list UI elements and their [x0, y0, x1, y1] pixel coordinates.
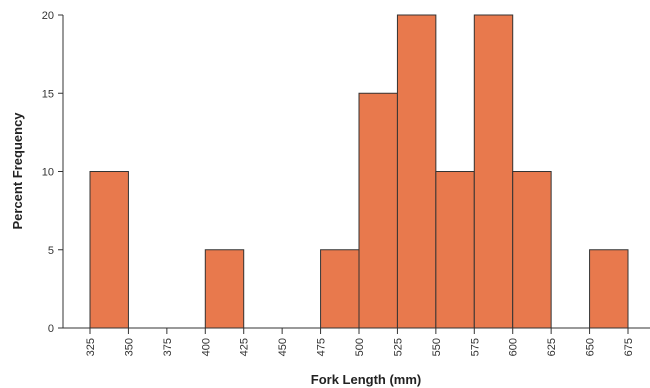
histogram-bar	[473, 14, 514, 329]
histogram-bar	[589, 249, 629, 329]
x-tick-label: 600	[508, 338, 520, 356]
x-tick-label: 475	[316, 338, 328, 356]
x-tick-label: 525	[392, 338, 404, 356]
x-tick-label: 625	[546, 338, 558, 356]
x-tick-label: 375	[162, 338, 174, 356]
x-axis: 325 350 375 400 425 450 475 500 525 550 575 600 625 6…	[63, 327, 650, 356]
histogram-bars	[89, 14, 629, 329]
x-tick-label: 550	[431, 338, 443, 356]
histogram-bar	[89, 171, 129, 329]
histogram-bar	[435, 171, 475, 329]
histogram-bar	[396, 14, 437, 329]
histogram-bar	[320, 249, 360, 329]
x-tick-label: 350	[123, 338, 135, 356]
histogram-bar	[358, 92, 398, 329]
histogram-bar	[512, 171, 552, 329]
x-tick-label: 450	[277, 338, 289, 356]
y-tick-label: 20	[42, 10, 54, 22]
y-axis: 0 5 10 15 20	[42, 10, 64, 335]
y-tick-label: 15	[42, 88, 54, 100]
x-tick-label: 425	[239, 338, 251, 356]
y-tick-label: 10	[42, 167, 54, 179]
x-tick-label: 675	[623, 338, 635, 356]
x-tick-label: 500	[354, 338, 366, 356]
y-axis-title: Percent Frequency	[10, 112, 25, 230]
y-tick-label: 0	[48, 323, 54, 335]
x-axis-title: Fork Length (mm)	[311, 372, 422, 387]
x-tick-label: 325	[85, 338, 97, 356]
histogram-bar	[204, 249, 245, 329]
y-tick-label: 5	[48, 245, 54, 257]
x-tick-label: 400	[200, 338, 212, 356]
x-tick-label: 575	[469, 338, 481, 356]
x-tick-label: 650	[585, 338, 597, 356]
